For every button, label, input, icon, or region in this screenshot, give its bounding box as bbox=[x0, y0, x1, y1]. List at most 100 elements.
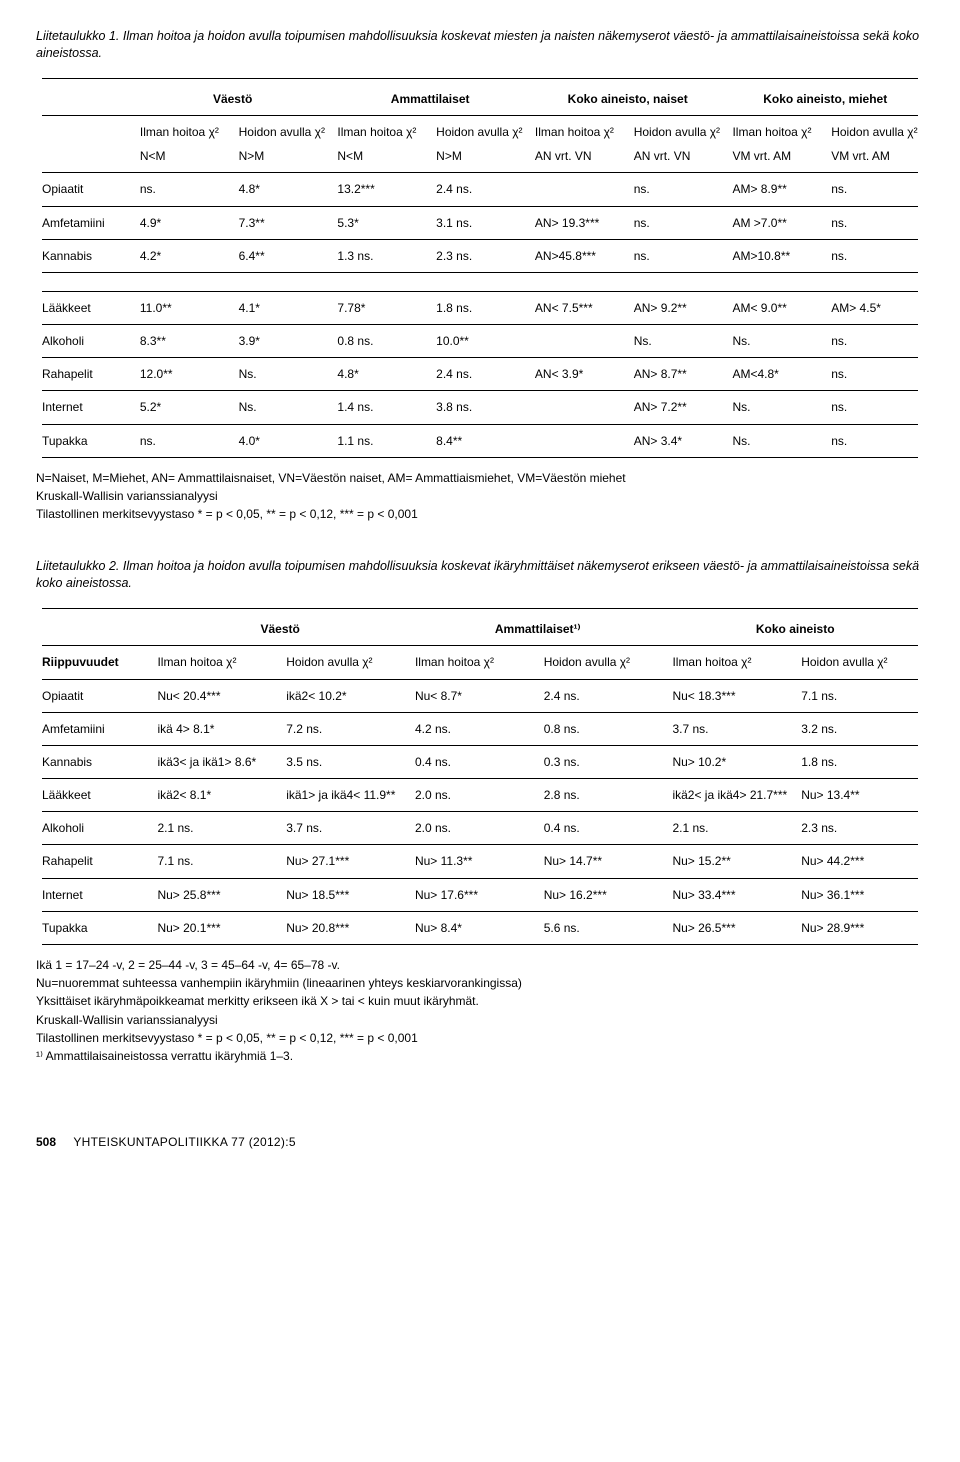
sub-ilman: Ilman hoitoa χ² bbox=[331, 120, 430, 144]
sub-hoidon: Hoidon avulla χ² bbox=[795, 650, 924, 674]
sub-ilman: Ilman hoitoa χ² bbox=[666, 650, 795, 674]
cell: 3.5 ns. bbox=[280, 750, 409, 774]
cell: ns. bbox=[628, 244, 727, 268]
table-row: Rahapelit12.0**Ns.4.8*2.4 ns.AN< 3.9*AN>… bbox=[36, 362, 924, 386]
cell: 8.4** bbox=[430, 429, 529, 453]
row-label: Opiaatit bbox=[36, 177, 134, 201]
table2-caption: Liitetaulukko 2. Ilman hoitoa ja hoidon … bbox=[36, 558, 924, 592]
cell: Ns. bbox=[233, 395, 332, 419]
table2-notes: Ikä 1 = 17–24 -v, 2 = 25–44 -v, 3 = 45–6… bbox=[36, 957, 924, 1064]
cell: ikä3< ja ikä1> 8.6* bbox=[151, 750, 280, 774]
cell: 3.9* bbox=[233, 329, 332, 353]
cell: AM>10.8** bbox=[726, 244, 825, 268]
table-row: Alkoholi8.3**3.9*0.8 ns.10.0**Ns.Ns.ns. bbox=[36, 329, 924, 353]
subsub: N<M bbox=[134, 144, 233, 168]
cell: 2.4 ns. bbox=[430, 362, 529, 386]
row-label: Rahapelit bbox=[36, 362, 134, 386]
cell: 0.4 ns. bbox=[538, 816, 667, 840]
cell: 1.1 ns. bbox=[331, 429, 430, 453]
table2: Väestö Ammattilaiset¹⁾ Koko aineisto Rii… bbox=[36, 604, 924, 949]
cell: Nu> 17.6*** bbox=[409, 883, 538, 907]
group-koko-naiset: Koko aineisto, naiset bbox=[529, 83, 727, 111]
cell: 4.2* bbox=[134, 244, 233, 268]
sub-hoidon: Hoidon avulla χ² bbox=[233, 120, 332, 144]
note: Ikä 1 = 17–24 -v, 2 = 25–44 -v, 3 = 45–6… bbox=[36, 957, 924, 973]
page-footer: 508 YHTEISKUNTAPOLITIIKKA 77 (2012):5 bbox=[36, 1134, 924, 1150]
cell: 3.1 ns. bbox=[430, 211, 529, 235]
cell: 3.2 ns. bbox=[795, 717, 924, 741]
cell: 3.7 ns. bbox=[666, 717, 795, 741]
cell: 7.1 ns. bbox=[151, 849, 280, 873]
cell: Ns. bbox=[233, 362, 332, 386]
cell: Nu> 14.7** bbox=[538, 849, 667, 873]
sub-hoidon: Hoidon avulla χ² bbox=[825, 120, 924, 144]
subsub: N>M bbox=[430, 144, 529, 168]
cell: ns. bbox=[134, 177, 233, 201]
cell: AN>45.8*** bbox=[529, 244, 628, 268]
note: Yksittäiset ikäryhmäpoikkeamat merkitty … bbox=[36, 993, 924, 1009]
page-number: 508 bbox=[36, 1135, 56, 1149]
cell: 2.8 ns. bbox=[538, 783, 667, 807]
table1-subsub: N<M N>M N<M N>M AN vrt. VN AN vrt. VN VM… bbox=[36, 144, 924, 168]
table-row: Kannabisikä3< ja ikä1> 8.6*3.5 ns.0.4 ns… bbox=[36, 750, 924, 774]
group-ammattilaiset: Ammattilaiset¹⁾ bbox=[409, 613, 667, 641]
table-row: Amfetamiini4.9*7.3**5.3*3.1 ns.AN> 19.3*… bbox=[36, 211, 924, 235]
cell: Nu> 11.3** bbox=[409, 849, 538, 873]
cell: Nu< 18.3*** bbox=[666, 684, 795, 708]
cell: AN> 3.4* bbox=[628, 429, 727, 453]
table1-subheader: Ilman hoitoa χ² Hoidon avulla χ² Ilman h… bbox=[36, 120, 924, 144]
cell: Nu> 18.5*** bbox=[280, 883, 409, 907]
table1-caption: Liitetaulukko 1. Ilman hoitoa ja hoidon … bbox=[36, 28, 924, 62]
row-label: Amfetamiini bbox=[36, 211, 134, 235]
table-row: Lääkkeetikä2< 8.1*ikä1> ja ikä4< 11.9**2… bbox=[36, 783, 924, 807]
cell bbox=[529, 395, 628, 419]
row-label: Tupakka bbox=[36, 429, 134, 453]
sub-ilman: Ilman hoitoa χ² bbox=[134, 120, 233, 144]
subsub: AN vrt. VN bbox=[628, 144, 727, 168]
group-ammattilaiset: Ammattilaiset bbox=[331, 83, 529, 111]
cell: ns. bbox=[825, 177, 924, 201]
cell: ns. bbox=[825, 362, 924, 386]
row-label: Lääkkeet bbox=[36, 783, 151, 807]
subsub: VM vrt. AM bbox=[825, 144, 924, 168]
cell: ns. bbox=[825, 395, 924, 419]
cell: Nu> 25.8*** bbox=[151, 883, 280, 907]
cell: 2.4 ns. bbox=[538, 684, 667, 708]
cell: 7.78* bbox=[331, 296, 430, 320]
cell: 7.3** bbox=[233, 211, 332, 235]
rowhead: Riippuvuudet bbox=[36, 650, 151, 674]
cell: AM> 8.9** bbox=[726, 177, 825, 201]
cell: ikä1> ja ikä4< 11.9** bbox=[280, 783, 409, 807]
row-label: Kannabis bbox=[36, 750, 151, 774]
sub-hoidon: Hoidon avulla χ² bbox=[280, 650, 409, 674]
note: Tilastollinen merkitsevyystaso * = p < 0… bbox=[36, 1030, 924, 1046]
cell: ns. bbox=[628, 177, 727, 201]
table1-group-header: Väestö Ammattilaiset Koko aineisto, nais… bbox=[36, 83, 924, 111]
cell: 1.8 ns. bbox=[795, 750, 924, 774]
cell: 4.1* bbox=[233, 296, 332, 320]
cell: 4.8* bbox=[331, 362, 430, 386]
table-row: Kannabis4.2*6.4**1.3 ns.2.3 ns.AN>45.8**… bbox=[36, 244, 924, 268]
journal-ref: YHTEISKUNTAPOLITIIKKA 77 (2012):5 bbox=[73, 1135, 295, 1149]
cell: 0.8 ns. bbox=[331, 329, 430, 353]
cell: AM<4.8* bbox=[726, 362, 825, 386]
cell: Ns. bbox=[726, 429, 825, 453]
table-row: Alkoholi2.1 ns.3.7 ns.2.0 ns.0.4 ns.2.1 … bbox=[36, 816, 924, 840]
cell: Ns. bbox=[628, 329, 727, 353]
cell: AM< 9.0** bbox=[726, 296, 825, 320]
cell: ns. bbox=[134, 429, 233, 453]
cell: ikä 4> 8.1* bbox=[151, 717, 280, 741]
row-label: Amfetamiini bbox=[36, 717, 151, 741]
cell: ns. bbox=[825, 211, 924, 235]
cell: AN> 8.7** bbox=[628, 362, 727, 386]
cell bbox=[529, 177, 628, 201]
cell: 4.0* bbox=[233, 429, 332, 453]
subsub: N>M bbox=[233, 144, 332, 168]
cell: Nu> 20.8*** bbox=[280, 916, 409, 940]
cell: AM >7.0** bbox=[726, 211, 825, 235]
table-row: Rahapelit7.1 ns.Nu> 27.1***Nu> 11.3**Nu>… bbox=[36, 849, 924, 873]
cell: AN< 3.9* bbox=[529, 362, 628, 386]
table-row: OpiaatitNu< 20.4***ikä2< 10.2*Nu< 8.7*2.… bbox=[36, 684, 924, 708]
cell: Nu> 28.9*** bbox=[795, 916, 924, 940]
cell: 5.3* bbox=[331, 211, 430, 235]
